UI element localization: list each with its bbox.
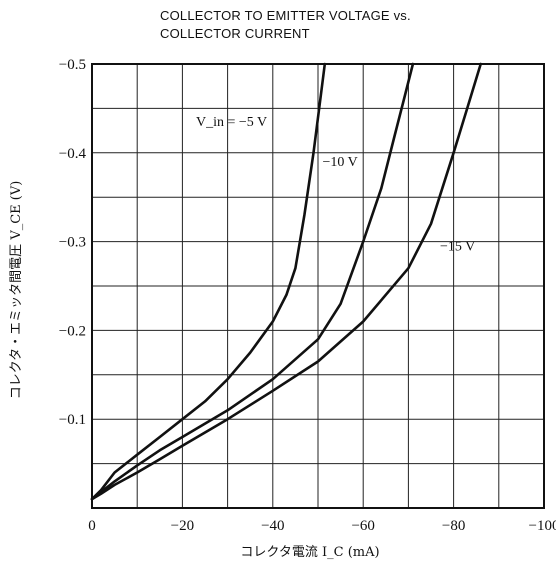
- x-axis-label-text: コレクタ電流 I_C (mA): [240, 545, 379, 560]
- y-axis-label-text: コレクタ・エミッタ間電圧 V_CE (V): [9, 181, 24, 400]
- y-tick-label: −0.5: [59, 57, 86, 73]
- curve-label-2: −10 V: [323, 155, 358, 170]
- x-tick-label: −100: [529, 518, 556, 534]
- series-line-2: [90, 62, 415, 501]
- x-tick-label: −80: [442, 518, 465, 534]
- y-tick-label: −0.3: [59, 235, 86, 251]
- x-tick-label: −40: [261, 518, 284, 534]
- plot-frame: [91, 63, 545, 509]
- grid: [92, 64, 544, 508]
- x-tick-label: 0: [88, 518, 96, 534]
- x-tick-label: −20: [171, 518, 194, 534]
- series-line-3: [90, 62, 482, 501]
- series-line-1: [90, 62, 327, 501]
- y-tick-label: −0.1: [59, 412, 86, 428]
- tick-labels: 0 −20 −40 −60 −80 −100 −0.1 −0.2 −0.3 −0.4 −0.5: [59, 57, 556, 534]
- curve-label-1: V_in = −5 V: [196, 115, 267, 130]
- x-tick-label: −60: [351, 518, 374, 534]
- x-axis-label: コレクタ電流 I_C (mA): [240, 545, 379, 560]
- chart-title-line-1: COLLECTOR TO EMITTER VOLTAGE vs.: [160, 8, 411, 23]
- curve-labels: V_in = −5 V −10 V −15 V: [196, 115, 475, 254]
- y-tick-label: −0.2: [59, 323, 86, 339]
- series-lines: [90, 62, 482, 501]
- y-axis-label: コレクタ・エミッタ間電圧 V_CE (V): [9, 181, 24, 400]
- y-tick-label: −0.4: [59, 146, 87, 162]
- curve-label-3: −15 V: [440, 239, 475, 254]
- chart-title-line-2: COLLECTOR CURRENT: [160, 26, 310, 41]
